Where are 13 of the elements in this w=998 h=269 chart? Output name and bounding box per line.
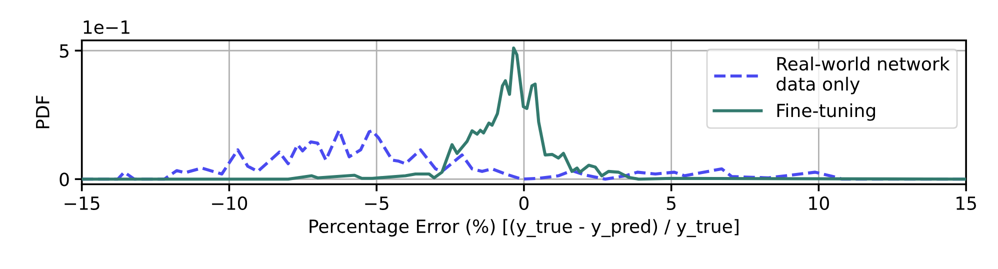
- legend-label: Fine-tuning: [777, 103, 876, 121]
- x-tick-label: −15: [64, 196, 100, 210]
- line-series: [82, 46, 966, 181]
- x-tick-label: 5: [666, 196, 676, 210]
- x-tick-label: 15: [956, 196, 976, 210]
- text: 1e−1: [84, 20, 130, 34]
- x-tick-label: −5: [365, 196, 388, 210]
- legend-label: Real-world network data only: [776, 56, 950, 94]
- y-axis-title: PDF: [36, 96, 50, 128]
- x-axis-title: Percentage Error (%) [(y_true - y_pred) / y_true]: [310, 219, 738, 238]
- x-tick-label: 10: [809, 196, 829, 210]
- x-tick-label: −10: [212, 196, 248, 210]
- x-tick-label: 0: [519, 196, 528, 210]
